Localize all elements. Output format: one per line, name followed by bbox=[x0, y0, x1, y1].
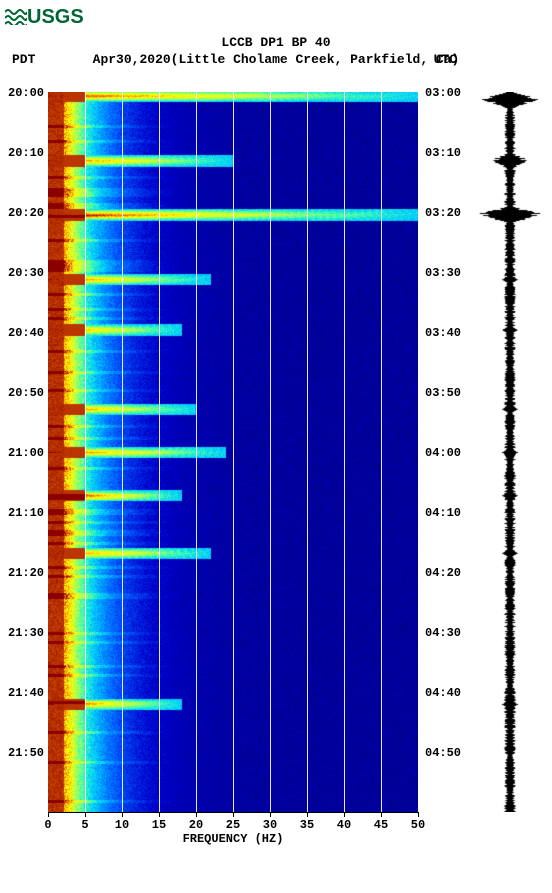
y-tick-right: 04:50 bbox=[425, 746, 461, 760]
x-tick: 45 bbox=[374, 818, 388, 832]
y-tick-right: 04:00 bbox=[425, 446, 461, 460]
gridline bbox=[196, 92, 197, 812]
y-tick-right: 03:30 bbox=[425, 266, 461, 280]
x-tick-mark bbox=[85, 812, 86, 817]
x-tick-mark bbox=[159, 812, 160, 817]
gridline bbox=[85, 92, 86, 812]
y-tick-left: 21:30 bbox=[8, 626, 44, 640]
gridline bbox=[159, 92, 160, 812]
usgs-logo: USGS bbox=[5, 5, 84, 29]
y-tick-right: 04:30 bbox=[425, 626, 461, 640]
x-tick: 5 bbox=[81, 818, 88, 832]
y-tick-left: 21:10 bbox=[8, 506, 44, 520]
spectrogram-chart bbox=[48, 92, 418, 812]
y-tick-left: 20:40 bbox=[8, 326, 44, 340]
location-label: (Little Cholame Creek, Parkfield, Ca) bbox=[171, 52, 460, 67]
logo-text: USGS bbox=[27, 6, 84, 28]
x-tick-mark bbox=[48, 812, 49, 817]
y-tick-left: 21:00 bbox=[8, 446, 44, 460]
x-tick-mark bbox=[196, 812, 197, 817]
x-tick-mark bbox=[418, 812, 419, 817]
y-tick-left: 20:50 bbox=[8, 386, 44, 400]
y-tick-left: 20:20 bbox=[8, 206, 44, 220]
y-tick-right: 04:40 bbox=[425, 686, 461, 700]
x-tick: 30 bbox=[263, 818, 277, 832]
y-tick-left: 21:20 bbox=[8, 566, 44, 580]
date-label: Apr30,2020 bbox=[93, 52, 171, 67]
wave-icon bbox=[5, 7, 27, 25]
x-tick: 0 bbox=[44, 818, 51, 832]
gridline bbox=[233, 92, 234, 812]
y-tick-left: 20:00 bbox=[8, 86, 44, 100]
x-tick: 10 bbox=[115, 818, 129, 832]
y-tick-right: 04:20 bbox=[425, 566, 461, 580]
x-tick-mark bbox=[307, 812, 308, 817]
chart-header: LCCB DP1 BP 40 PDT Apr30,2020(Little Cho… bbox=[0, 35, 552, 69]
left-timezone: PDT bbox=[12, 52, 35, 69]
y-tick-right: 03:40 bbox=[425, 326, 461, 340]
x-tick: 35 bbox=[300, 818, 314, 832]
x-tick: 25 bbox=[226, 818, 240, 832]
y-tick-right: 03:10 bbox=[425, 146, 461, 160]
x-tick: 20 bbox=[189, 818, 203, 832]
gridline bbox=[344, 92, 345, 812]
x-tick-mark bbox=[270, 812, 271, 817]
waveform-canvas bbox=[475, 92, 545, 812]
station-title: LCCB DP1 BP 40 bbox=[0, 35, 552, 52]
y-tick-left: 21:40 bbox=[8, 686, 44, 700]
right-timezone: UTC bbox=[434, 52, 457, 69]
subtitle-row: PDT Apr30,2020(Little Cholame Creek, Par… bbox=[0, 52, 552, 69]
gridline bbox=[381, 92, 382, 812]
y-tick-left: 20:30 bbox=[8, 266, 44, 280]
gridline bbox=[122, 92, 123, 812]
y-tick-left: 20:10 bbox=[8, 146, 44, 160]
x-tick: 15 bbox=[152, 818, 166, 832]
y-tick-left: 21:50 bbox=[8, 746, 44, 760]
x-tick: 40 bbox=[337, 818, 351, 832]
y-tick-right: 04:10 bbox=[425, 506, 461, 520]
x-tick-mark bbox=[381, 812, 382, 817]
waveform-panel bbox=[475, 92, 545, 812]
y-tick-right: 03:20 bbox=[425, 206, 461, 220]
x-axis-label: FREQUENCY (HZ) bbox=[48, 832, 418, 846]
x-tick-mark bbox=[344, 812, 345, 817]
x-tick-mark bbox=[233, 812, 234, 817]
y-tick-right: 03:50 bbox=[425, 386, 461, 400]
gridline bbox=[270, 92, 271, 812]
gridline bbox=[307, 92, 308, 812]
x-tick: 50 bbox=[411, 818, 425, 832]
x-tick-mark bbox=[122, 812, 123, 817]
y-tick-right: 03:00 bbox=[425, 86, 461, 100]
